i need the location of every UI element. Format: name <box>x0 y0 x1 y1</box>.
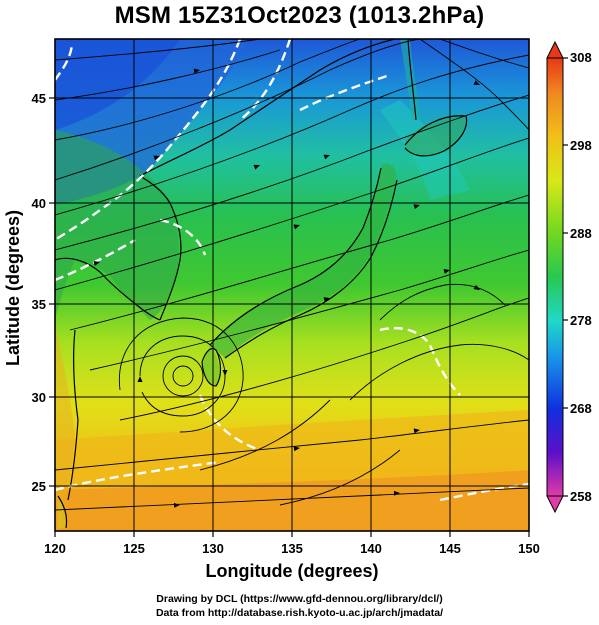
graticule <box>55 39 529 531</box>
coastlines <box>55 39 468 529</box>
credit-data-source: Data from http://database.rish.kyoto-u.a… <box>155 607 444 619</box>
colorbar-label-258: 258 <box>570 489 592 504</box>
y-tick-label-25: 25 <box>32 479 46 494</box>
y-axis-title: Latitude (degrees) <box>3 210 23 366</box>
x-tick-label-135: 135 <box>281 541 303 556</box>
x-tick-label-130: 130 <box>202 541 224 556</box>
colorbar-label-298: 298 <box>570 138 592 153</box>
y-tick-label-40: 40 <box>32 196 46 211</box>
tick-marks <box>49 97 530 537</box>
x-tick-label-150: 150 <box>518 541 540 556</box>
credit-drawing: Drawing by DCL (https://www.gfd-dennou.o… <box>156 593 443 605</box>
colorbar-max-arrow <box>546 40 564 59</box>
colorbar-label-288: 288 <box>570 226 592 241</box>
colorbar-label-308: 308 <box>570 50 592 65</box>
x-tick-label-140: 140 <box>360 541 382 556</box>
y-tick-label-45: 45 <box>32 91 46 106</box>
chart-title: MSM 15Z31Oct2023 (1013.2hPa) <box>114 2 485 29</box>
x-tick-label-145: 145 <box>439 541 461 556</box>
x-tick-label-120: 120 <box>44 541 66 556</box>
x-axis-title: Longitude (degrees) <box>205 561 378 581</box>
y-tick-label-35: 35 <box>32 297 46 312</box>
colorbar-label-268: 268 <box>570 401 592 416</box>
colorbar-scale <box>546 57 564 497</box>
streamlines <box>55 39 529 511</box>
colorbar-min-arrow <box>546 495 564 514</box>
colorbar: 308 298 288 278 268 258 <box>546 40 592 514</box>
y-tick-label-30: 30 <box>32 390 46 405</box>
flow-arrows <box>93 68 480 508</box>
colorbar-label-278: 278 <box>570 313 592 328</box>
x-tick-label-125: 125 <box>123 541 145 556</box>
